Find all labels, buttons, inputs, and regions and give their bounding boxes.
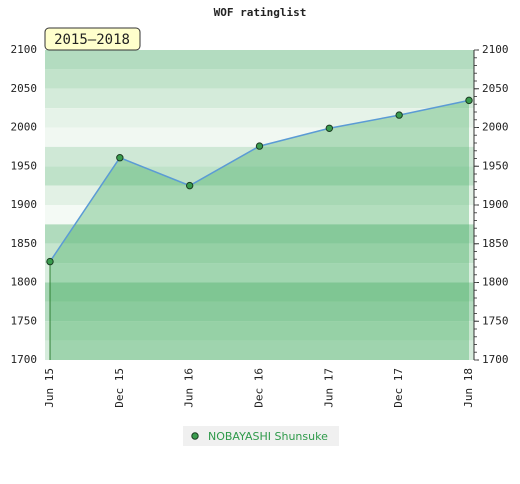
band — [45, 263, 474, 283]
band — [45, 321, 474, 341]
point — [46, 257, 54, 266]
y-tick-label: 1750 — [11, 314, 38, 327]
point — [465, 96, 473, 105]
band — [45, 224, 474, 244]
y-tick-label: 1800 — [11, 276, 38, 289]
chart-title: WOF ratinglist — [214, 6, 307, 19]
y2-tick-label: 2000 — [482, 121, 509, 134]
y-tick-label: 2000 — [11, 121, 38, 134]
x-tick-label: Jun 17 — [322, 368, 335, 408]
y2-tick-label: 2050 — [482, 82, 509, 95]
area — [50, 100, 469, 360]
y2-tick-label: 1850 — [482, 237, 509, 250]
y-tick-label: 1900 — [11, 198, 38, 211]
legend-label: NOBAYASHI Shunsuke — [208, 430, 328, 443]
x-tick-label: Dec 15 — [113, 368, 126, 408]
badge: 2015–2018 — [54, 32, 130, 48]
legend-box — [183, 426, 339, 446]
y2-tick-label: 1900 — [482, 198, 509, 211]
y2-tick-label: 1750 — [482, 314, 509, 327]
x-tick-label: Dec 16 — [253, 368, 266, 408]
point — [185, 181, 194, 190]
band — [45, 88, 474, 109]
band — [45, 69, 474, 89]
point — [395, 111, 403, 119]
x-tick-label: Jun 15 — [43, 368, 56, 408]
y2-tick-label: 1950 — [482, 159, 509, 172]
x-tick-label: Jun 16 — [183, 368, 196, 408]
x-tick-label: Jun 18 — [462, 368, 475, 408]
band — [45, 127, 474, 147]
y2-tick-label: 1800 — [482, 276, 509, 289]
y-tick-label: 1700 — [11, 353, 38, 366]
band — [45, 108, 474, 128]
x-tick-label: Dec 17 — [392, 368, 405, 408]
point — [325, 124, 334, 132]
y-tick-label: 1850 — [11, 237, 38, 250]
point — [116, 154, 124, 162]
y2-tick-label: 2100 — [482, 43, 509, 56]
legend-marker — [191, 432, 199, 440]
band — [45, 340, 474, 360]
point — [255, 142, 264, 150]
y-tick-label: 2050 — [11, 82, 38, 95]
band — [45, 50, 474, 70]
y-tick-label: 2100 — [11, 43, 38, 56]
band — [45, 185, 474, 205]
band — [45, 146, 474, 167]
badge-box — [44, 27, 141, 51]
band — [45, 282, 474, 302]
band — [45, 205, 474, 225]
plot — [45, 50, 474, 360]
band — [45, 243, 474, 264]
band — [45, 301, 474, 322]
y-tick-label: 1950 — [11, 159, 38, 172]
y2-tick-label: 1700 — [482, 353, 509, 366]
